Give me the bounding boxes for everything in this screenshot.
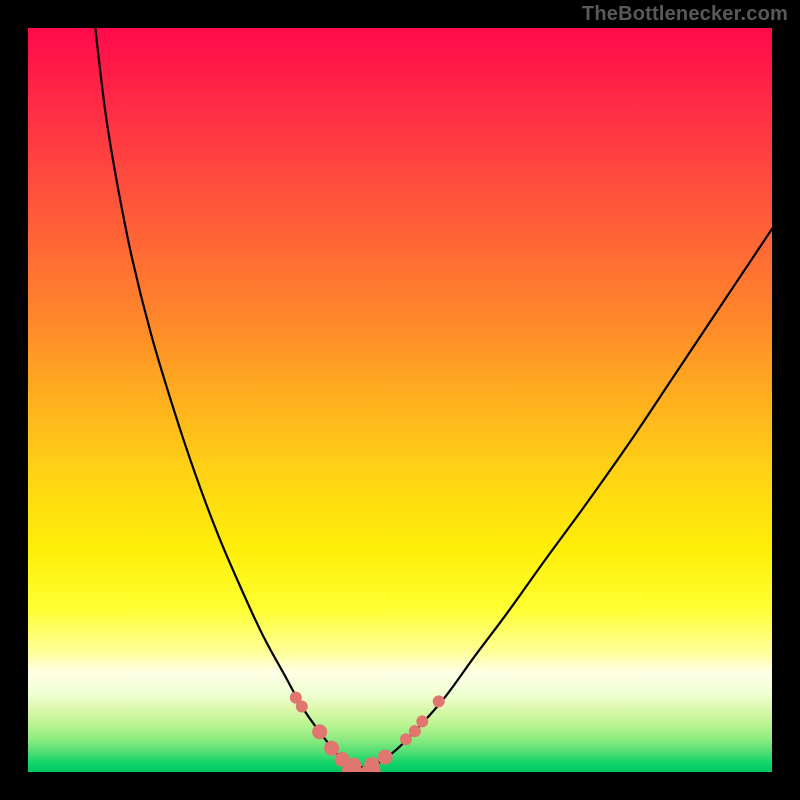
marker-dot — [433, 696, 444, 707]
watermark-text: TheBottlenecker.com — [582, 3, 788, 26]
plot-area — [28, 28, 772, 772]
canvas: TheBottlenecker.com — [0, 0, 800, 800]
marker-dot — [417, 716, 428, 727]
marker-dot — [325, 741, 339, 755]
chart-svg — [28, 28, 772, 772]
marker-dot — [296, 701, 307, 712]
marker-dot — [378, 750, 392, 764]
marker-dot — [313, 725, 327, 739]
marker-dot — [369, 766, 380, 772]
marker-dot — [400, 734, 411, 745]
gradient-background — [28, 28, 772, 772]
marker-dot — [409, 726, 420, 737]
